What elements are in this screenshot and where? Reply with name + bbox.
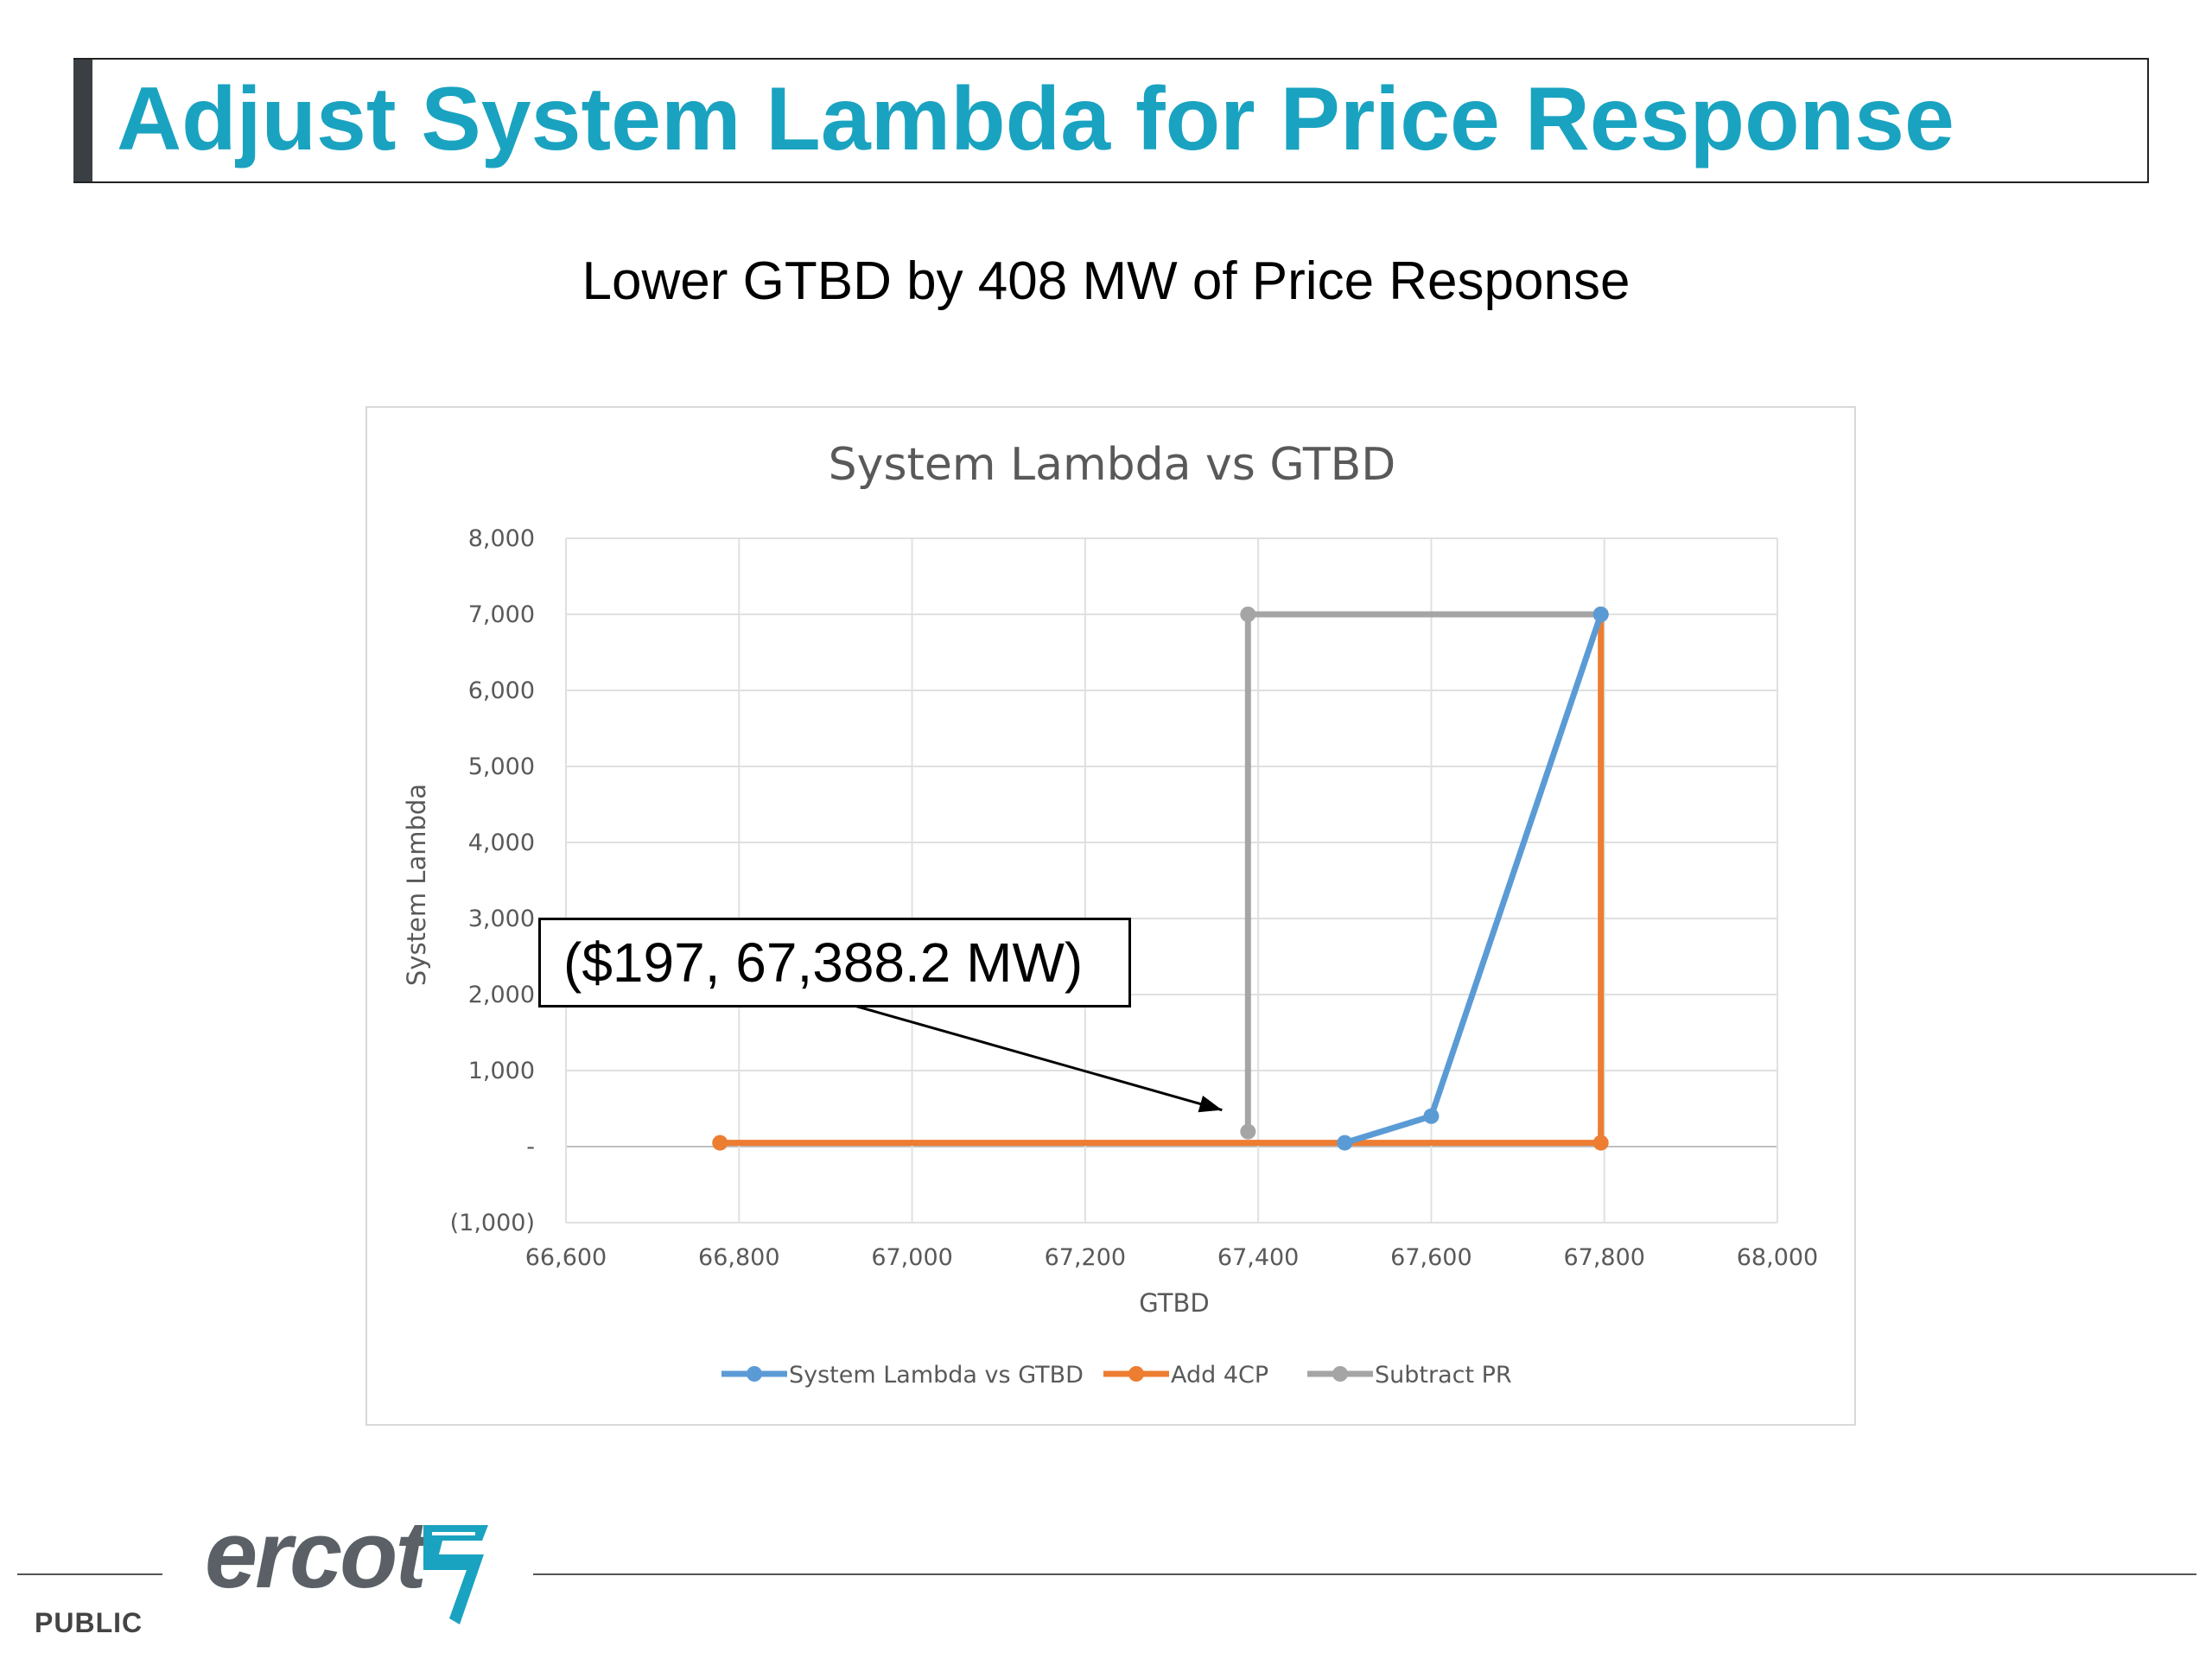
annotation-arrow-line bbox=[854, 1004, 1223, 1112]
annotation-arrow-layer bbox=[854, 1004, 1223, 1113]
footer-divider-right bbox=[533, 1573, 2196, 1575]
series-layer bbox=[712, 607, 1609, 1151]
legend-swatch-marker bbox=[1128, 1366, 1144, 1382]
series-line-1 bbox=[720, 614, 1605, 1147]
series-point-2 bbox=[1240, 607, 1256, 622]
x-tick-label: 67,000 bbox=[871, 1244, 952, 1271]
grid-layer bbox=[565, 537, 1778, 1224]
annotation-callout: ($197, 67,388.2 MW) bbox=[538, 918, 1131, 1007]
series-point-2 bbox=[1240, 1123, 1256, 1140]
y-tick-label: (1,000) bbox=[450, 1210, 535, 1236]
y-tick-label: 7,000 bbox=[468, 601, 535, 628]
series-line-0 bbox=[1344, 613, 1605, 1146]
series-line-2 bbox=[1244, 611, 1601, 1132]
series-point-0 bbox=[1337, 1135, 1353, 1151]
x-tick-label: 67,400 bbox=[1217, 1244, 1299, 1271]
y-tick-label: - bbox=[526, 1134, 535, 1160]
chart-svg: System Lambda vs GTBD (1,000) - 1,000 2,000 3… bbox=[402, 439, 1818, 1389]
title-accent-bar bbox=[73, 58, 92, 183]
annotation-arrowhead-icon bbox=[1198, 1095, 1223, 1113]
y-tick-label: 8,000 bbox=[468, 525, 535, 552]
series-point-0 bbox=[1423, 1108, 1440, 1124]
x-tick-label: 66,800 bbox=[698, 1244, 779, 1271]
x-tick-label: 67,600 bbox=[1390, 1244, 1471, 1271]
x-axis-title: GTBD bbox=[1139, 1288, 1209, 1318]
x-tick-label: 67,200 bbox=[1045, 1244, 1126, 1271]
y-axis-title: System Lambda bbox=[402, 784, 431, 986]
y-tick-label: 6,000 bbox=[468, 677, 535, 704]
legend-label: Add 4CP bbox=[1171, 1362, 1268, 1389]
ercot-logo-mark-icon bbox=[423, 1525, 488, 1624]
chart-title: System Lambda vs GTBD bbox=[829, 439, 1396, 491]
public-label: PUBLIC bbox=[35, 1607, 143, 1638]
y-tick-label: 3,000 bbox=[468, 906, 535, 932]
series-point-1 bbox=[712, 1135, 728, 1151]
legend-swatch-marker bbox=[1332, 1366, 1348, 1382]
chart-frame: System Lambda vs GTBD (1,000) - 1,000 2,000 3… bbox=[365, 406, 1856, 1426]
y-tick-label: 1,000 bbox=[468, 1058, 535, 1084]
title-box bbox=[73, 58, 2149, 183]
legend-label: System Lambda vs GTBD bbox=[789, 1362, 1084, 1389]
series-point-1 bbox=[1592, 1135, 1609, 1151]
y-tick-label: 5,000 bbox=[468, 753, 535, 780]
footer-divider-left bbox=[17, 1573, 162, 1575]
legend-label: Subtract PR bbox=[1375, 1362, 1512, 1389]
legend-layer: System Lambda vs GTBD Add 4CP Subtract PR bbox=[721, 1362, 1512, 1389]
x-tick-label: 67,800 bbox=[1563, 1244, 1644, 1271]
y-tick-label: 4,000 bbox=[468, 830, 535, 856]
x-tick-label: 66,600 bbox=[525, 1244, 607, 1271]
y-tick-label: 2,000 bbox=[468, 982, 535, 1008]
axis-labels-layer: System Lambda vs GTBD (1,000) - 1,000 2,000 3… bbox=[402, 439, 1818, 1318]
ercot-logo-text: ercot bbox=[205, 1502, 427, 1608]
slide-subtitle: Lower GTBD by 408 MW of Price Response bbox=[582, 251, 1630, 311]
slide-title: Adjust System Lambda for Price Response bbox=[117, 69, 1955, 169]
series-point-0 bbox=[1592, 607, 1609, 622]
legend-swatch-marker bbox=[747, 1366, 762, 1382]
x-tick-label: 68,000 bbox=[1737, 1244, 1818, 1271]
